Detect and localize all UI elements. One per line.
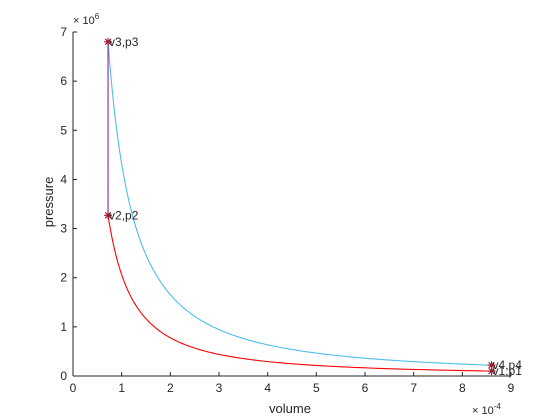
y-tick-label: 1 xyxy=(60,320,67,334)
x-tick-label: 0 xyxy=(70,381,77,395)
x-tick-label: 4 xyxy=(264,381,271,395)
state-point-label: v3,p3 xyxy=(109,35,139,49)
state-markers: v1,p1 v2,p2 v3,p3 v4,p4 xyxy=(104,35,522,378)
expansion-line xyxy=(107,41,492,366)
y-tick-label: 5 xyxy=(60,123,67,137)
x-tick-label: 2 xyxy=(167,381,174,395)
x-tick-label: 1 xyxy=(118,381,125,395)
state-point-marker xyxy=(104,37,113,46)
y-axis-multiplier: × 106 xyxy=(73,12,100,27)
x-tick-label: 6 xyxy=(362,381,369,395)
x-axis-multiplier: × 10-4 xyxy=(472,402,501,417)
x-axis-label: volume xyxy=(269,401,311,416)
state-point-marker xyxy=(487,361,496,370)
compression-line xyxy=(107,215,492,372)
state-point-marker xyxy=(487,367,496,376)
y-tick-label: 7 xyxy=(60,25,67,39)
state-point-marker xyxy=(104,211,113,220)
y-tick-label: 4 xyxy=(60,172,67,186)
state-point-label: v2,p2 xyxy=(109,208,139,222)
x-tick-label: 7 xyxy=(410,381,417,395)
y-tick-label: 3 xyxy=(60,222,67,236)
y-tick-label: 0 xyxy=(60,369,67,383)
x-tick-label: 8 xyxy=(459,381,466,395)
y-axis-label: pressure xyxy=(41,177,56,228)
plot-area xyxy=(107,41,492,372)
y-tick-label: 6 xyxy=(60,74,67,88)
x-tick-label: 3 xyxy=(216,381,223,395)
axes: 0 1 2 3 4 5 6 7 8 9 0 1 2 3 4 5 6 7 xyxy=(60,25,514,395)
state-point-label: v4,p4 xyxy=(493,358,523,372)
x-tick-label: 5 xyxy=(313,381,320,395)
state-point-label: v1,p1 xyxy=(493,364,523,378)
y-tick-label: 2 xyxy=(60,271,67,285)
x-tick-label: 9 xyxy=(508,381,515,395)
